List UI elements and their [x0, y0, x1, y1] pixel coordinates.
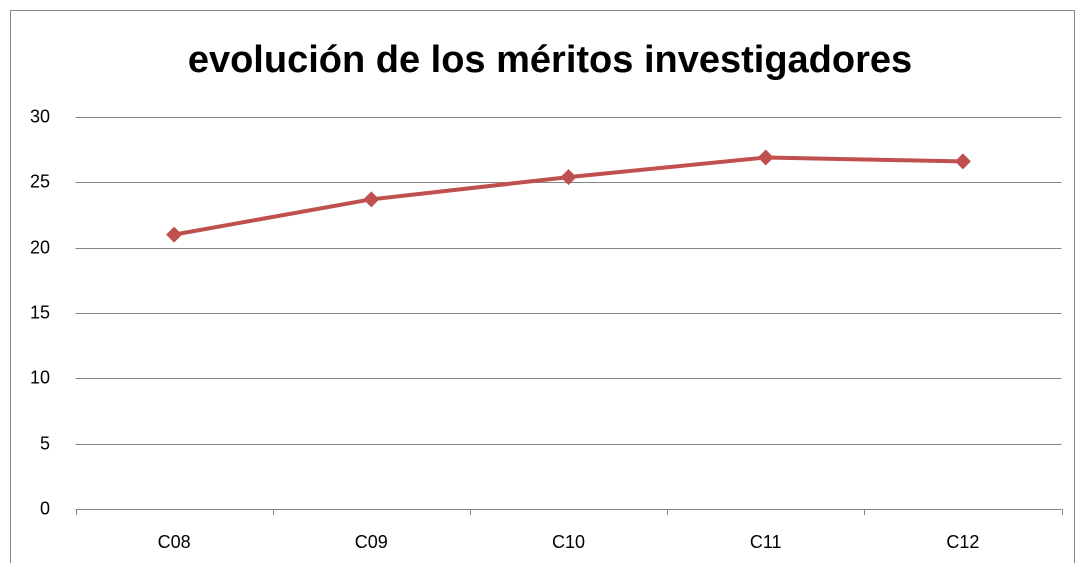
x-tick-label: C09	[355, 532, 388, 552]
y-tick-label: 30	[30, 106, 50, 126]
data-point	[363, 191, 380, 208]
data-point	[166, 226, 183, 243]
x-tick-label: C08	[158, 532, 191, 552]
x-tick-label: C11	[750, 532, 782, 552]
y-tick-label: 10	[30, 367, 50, 387]
data-point	[757, 149, 774, 166]
y-tick-label: 15	[30, 302, 50, 322]
y-tick-label: 20	[30, 237, 50, 257]
data-point	[954, 153, 971, 170]
x-tick-label: C12	[946, 532, 979, 552]
y-tick-label: 5	[40, 433, 50, 453]
x-tick-label: C10	[552, 532, 585, 552]
chart-border	[10, 10, 1075, 563]
chart-title: evolución de los méritos investigadores	[188, 39, 912, 81]
data-point	[560, 169, 577, 186]
y-tick-label: 0	[40, 498, 50, 518]
y-tick-label: 25	[30, 171, 50, 191]
